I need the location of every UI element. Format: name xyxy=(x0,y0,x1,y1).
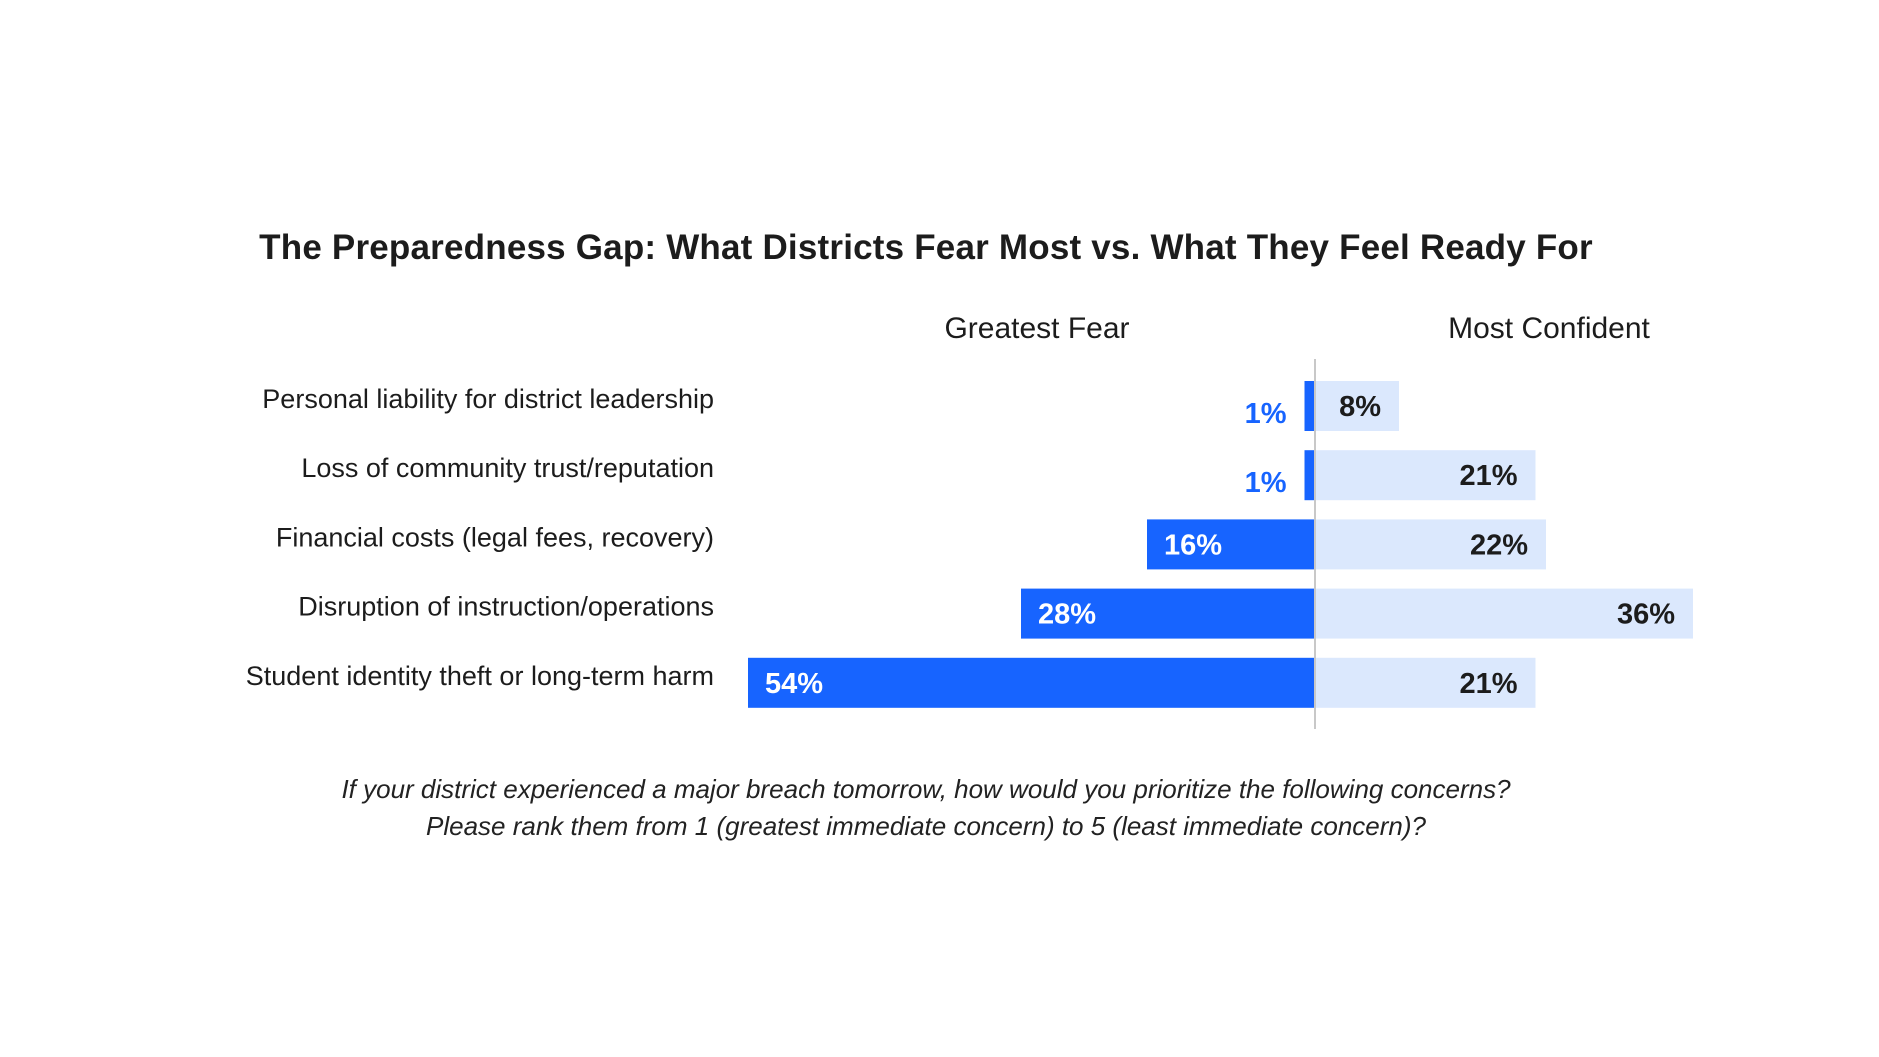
header-greatest-fear: Greatest Fear xyxy=(944,312,1130,345)
confidence-value-label: 21% xyxy=(1459,668,1517,700)
category-label: Financial costs (legal fees, recovery) xyxy=(276,522,714,552)
confidence-bar xyxy=(1315,450,1536,501)
category-label: Disruption of instruction/operations xyxy=(298,592,714,622)
category-label: Loss of community trust/reputation xyxy=(301,453,714,483)
fear-value-label: 16% xyxy=(1164,529,1222,561)
header-most-confident: Most Confident xyxy=(1448,312,1650,345)
fear-bar xyxy=(1304,381,1315,431)
confidence-value-label: 36% xyxy=(1617,599,1675,631)
fear-value-label: 1% xyxy=(1245,467,1287,499)
category-label: Personal liability for district leadersh… xyxy=(262,384,714,414)
footnote-line-2: Please rank them from 1 (greatest immedi… xyxy=(426,811,1426,841)
confidence-bar xyxy=(1315,519,1546,570)
category-label: Student identity theft or long-term harm xyxy=(246,661,714,691)
fear-value-label: 28% xyxy=(1038,599,1096,631)
chart-title: The Preparedness Gap: What Districts Fea… xyxy=(259,228,1593,267)
fear-value-label: 54% xyxy=(765,668,823,700)
confidence-value-label: 8% xyxy=(1339,391,1381,423)
confidence-value-label: 22% xyxy=(1470,529,1528,561)
fear-bar xyxy=(748,657,1315,708)
confidence-bar xyxy=(1315,657,1536,708)
footnote-line-1: If your district experienced a major bre… xyxy=(341,774,1511,804)
fear-bar xyxy=(1304,450,1315,501)
fear-value-label: 1% xyxy=(1245,398,1287,430)
fear-bar xyxy=(1147,519,1315,570)
confidence-bar xyxy=(1315,381,1399,431)
fear-bar xyxy=(1021,588,1315,639)
confidence-bar xyxy=(1315,588,1693,639)
confidence-value-label: 21% xyxy=(1459,460,1517,492)
